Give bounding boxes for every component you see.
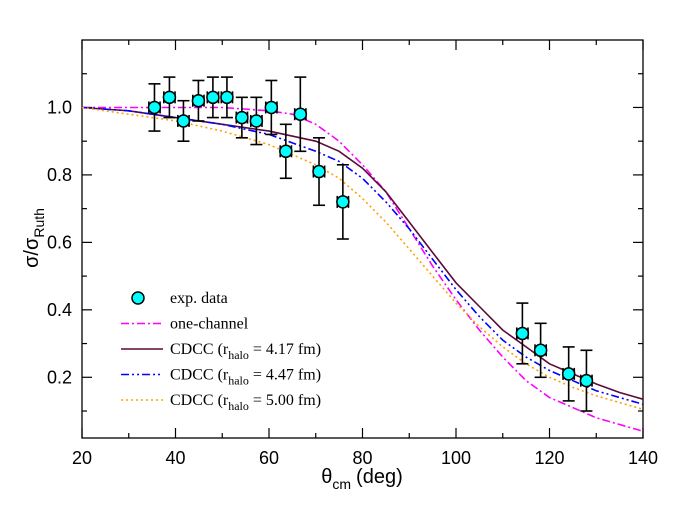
data-point xyxy=(235,110,249,125)
error-bars xyxy=(148,76,593,412)
data-point xyxy=(162,90,177,105)
x-tick-label: 140 xyxy=(628,448,658,468)
x-tick-label: 60 xyxy=(259,448,279,468)
data-point xyxy=(533,343,548,358)
data-point xyxy=(279,144,293,159)
x-axis-title-main: θ xyxy=(321,466,332,488)
curves xyxy=(81,106,644,433)
legend-label: one-channel xyxy=(170,316,249,333)
x-tick-label: 20 xyxy=(72,448,92,468)
legend-label-sub: halo xyxy=(228,348,249,362)
y-tick-label: 0.4 xyxy=(47,300,72,320)
y-tick-label: 1.0 xyxy=(47,97,72,117)
data-point xyxy=(176,114,191,128)
data-markers xyxy=(147,90,594,388)
data-point xyxy=(579,373,594,388)
x-tick-label: 80 xyxy=(352,448,372,468)
data-point xyxy=(561,367,576,381)
x-tick-label: 120 xyxy=(534,448,564,468)
data-point xyxy=(264,100,279,115)
legend-label-tail: = 5.00 fm) xyxy=(249,392,321,409)
axis-ticks xyxy=(81,40,644,438)
legend-label-main: CDCC (r xyxy=(170,341,229,358)
legend-label-sub: halo xyxy=(228,374,249,388)
legend-label: CDCC (rhalo = 5.00 fm) xyxy=(170,392,321,413)
data-point xyxy=(336,195,350,209)
x-tick-label: 40 xyxy=(165,448,185,468)
legend-label-tail: = 4.17 fm) xyxy=(249,341,321,358)
data-point xyxy=(312,164,326,179)
y-axis-title: σ/σRuth xyxy=(21,208,47,268)
legend-label: exp. data xyxy=(170,290,228,307)
y-axis-title-sub: Ruth xyxy=(31,208,47,238)
x-tick-label: 100 xyxy=(441,448,471,468)
legend-marker xyxy=(131,291,145,305)
curve-2 xyxy=(81,106,644,406)
x-axis-title: θcm (deg) xyxy=(321,466,403,492)
data-point xyxy=(249,114,264,128)
x-axis-title-unit: (deg) xyxy=(356,466,403,488)
y-tick-label: 0.6 xyxy=(47,232,72,252)
curve-0 xyxy=(82,106,644,433)
legend-label-main: CDCC (r xyxy=(170,392,229,409)
curve-1 xyxy=(81,106,644,400)
x-tick-labels: 20 40 60 80 100 120 140 xyxy=(72,448,658,468)
legend-label: CDCC (rhalo = 4.17 fm) xyxy=(170,341,321,362)
curve-3 xyxy=(81,106,644,411)
y-tick-label: 0.2 xyxy=(47,367,72,387)
x-axis-title-sub: cm xyxy=(332,476,351,492)
y-axis-title-main: σ/σ xyxy=(21,237,43,268)
legend-label-sub: halo xyxy=(228,399,249,413)
data-point xyxy=(206,90,220,105)
data-point xyxy=(515,326,530,341)
data-point xyxy=(147,100,162,115)
y-tick-labels: 0.2 0.4 0.6 0.8 1.0 xyxy=(47,97,72,387)
legend-label-tail: = 4.47 fm) xyxy=(249,367,321,384)
data-point xyxy=(191,93,206,108)
data-point xyxy=(293,107,308,121)
data-point xyxy=(220,90,234,105)
legend-label: CDCC (rhalo = 4.47 fm) xyxy=(170,367,321,388)
legend-label-main: CDCC (r xyxy=(170,367,229,384)
y-tick-label: 0.8 xyxy=(47,165,72,185)
